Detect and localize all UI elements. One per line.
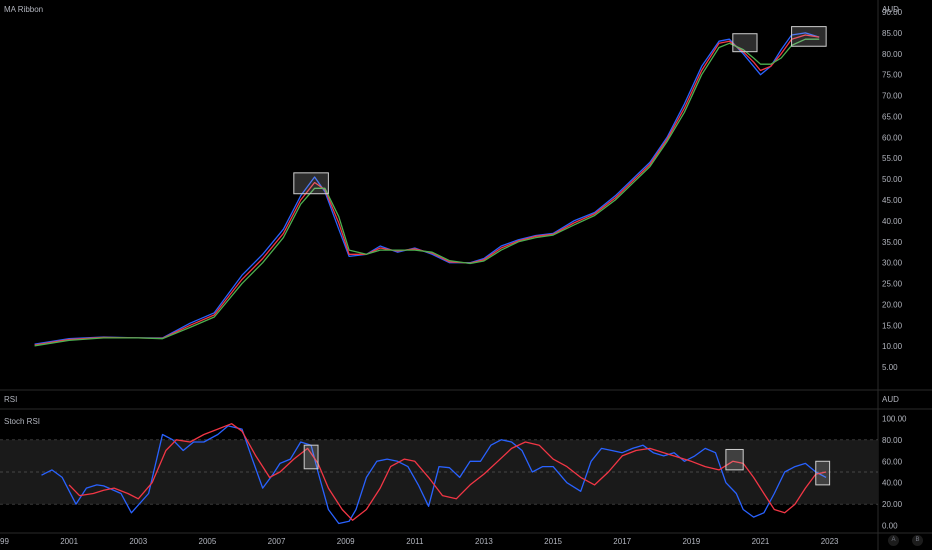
ma-highlight-box: [791, 26, 827, 47]
ma-y-tick-label: 85.00: [882, 29, 903, 38]
stoch-y-tick-label: 20.00: [882, 500, 903, 509]
ma-y-tick-label: 70.00: [882, 92, 903, 101]
rsi-pane-unit: AUD: [882, 395, 899, 404]
ma-ribbon-pane[interactable]: 5.00 10.00 15.00 20.00 25.00 30.00 35.00 40.00 4…: [34, 8, 903, 372]
ma-y-tick-label: 20.00: [882, 300, 903, 309]
stoch-highlight-box: [303, 444, 319, 470]
x-tick-label: 2003: [129, 537, 147, 546]
x-tick-label: 2017: [613, 537, 631, 546]
x-tick-label: 2007: [268, 537, 286, 546]
stoch-rsi-pane-title: Stoch RSI: [4, 417, 41, 426]
ma-series-green-line: [34, 38, 820, 347]
stoch-y-tick-label: 60.00: [882, 457, 903, 466]
ma-y-tick-label: 75.00: [882, 71, 903, 80]
ma-y-tick-label: 60.00: [882, 133, 903, 142]
x-tick-label: 1999: [0, 537, 9, 546]
x-tick-label: 2005: [199, 537, 217, 546]
main-pane-title: MA Ribbon: [4, 5, 44, 14]
stoch-y-tick-label: 80.00: [882, 436, 903, 445]
ma-y-tick-label: 35.00: [882, 238, 903, 247]
ma-y-tick-label: 30.00: [882, 259, 903, 268]
x-tick-label: 2021: [752, 537, 770, 546]
x-tick-label: 2011: [406, 537, 424, 546]
ma-y-tick-label: 5.00: [882, 363, 898, 372]
stoch-highlight-box: [815, 460, 831, 486]
rsi-pane-title: RSI: [4, 395, 18, 404]
x-tick-label: 2001: [60, 537, 78, 546]
main-pane-unit: AUD: [882, 5, 899, 14]
ma-highlight-box: [293, 172, 329, 195]
x-tick-label: 2023: [821, 537, 839, 546]
x-tick-label: 2009: [337, 537, 355, 546]
stoch-series-blue-line: [41, 425, 827, 525]
ma-series-red-line: [34, 34, 820, 346]
x-tick-label: 2019: [682, 537, 700, 546]
stoch-y-tick-label: 40.00: [882, 479, 903, 488]
ma-y-tick-label: 15.00: [882, 321, 903, 330]
ma-highlight-box: [732, 33, 758, 53]
ma-y-tick-label: 90.00: [882, 8, 903, 17]
ma-y-tick-label: 50.00: [882, 175, 903, 184]
corner-button-a[interactable]: A: [888, 535, 899, 546]
ma-y-tick-label: 40.00: [882, 217, 903, 226]
ma-y-tick-label: 65.00: [882, 112, 903, 121]
corner-button-b[interactable]: B: [912, 535, 923, 546]
ma-y-tick-label: 10.00: [882, 342, 903, 351]
x-tick-label: 2015: [544, 537, 562, 546]
x-tick-label: 2013: [475, 537, 493, 546]
ma-y-tick-label: 80.00: [882, 50, 903, 59]
stoch-highlight-box: [725, 448, 744, 471]
ma-series-blue-line: [34, 32, 820, 345]
stoch-series-red-line: [68, 423, 827, 521]
stoch-y-tick-label: 100.00: [882, 414, 907, 423]
stoch-y-tick-label: 0.00: [882, 522, 898, 531]
time-axis[interactable]: 1999 2001 2003 2005 2007 2009 2011 2013 2015 2017…: [0, 537, 839, 546]
ma-y-tick-label: 55.00: [882, 154, 903, 163]
ma-y-tick-label: 45.00: [882, 196, 903, 205]
stoch-rsi-pane[interactable]: 0.00 20.00 40.00 60.00 80.00 100.00: [0, 414, 907, 531]
ma-y-tick-label: 25.00: [882, 280, 903, 289]
